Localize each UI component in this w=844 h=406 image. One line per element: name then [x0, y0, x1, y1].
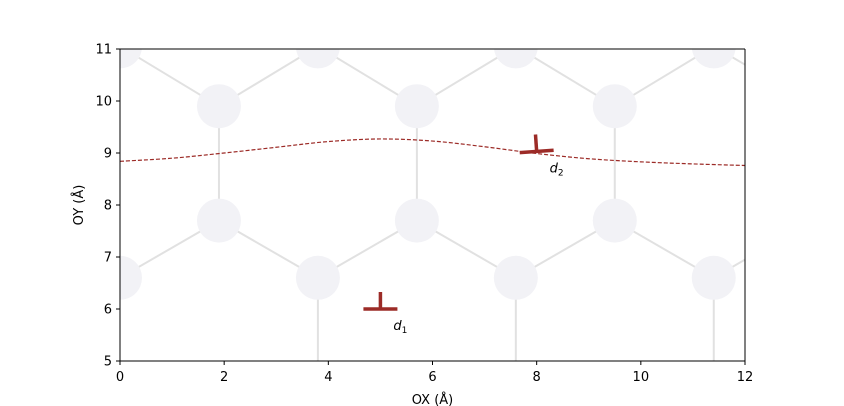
y-tick-label: 9 — [104, 147, 112, 162]
atom-point — [120, 49, 142, 69]
y-axis-label: OY (Å) — [71, 185, 87, 226]
atom-point — [394, 84, 439, 129]
glide-curve-line — [120, 138, 745, 167]
curve-layer — [120, 138, 745, 167]
atom-point — [691, 49, 736, 69]
x-tick-label: 12 — [737, 370, 754, 385]
y-tick-label: 5 — [104, 355, 112, 370]
x-tick-label: 0 — [116, 370, 124, 385]
atoms-layer — [120, 49, 736, 300]
y-tick-label: 10 — [95, 95, 112, 110]
atom-point — [592, 198, 637, 243]
y-tick-label: 8 — [104, 199, 112, 214]
dislocation-d1-marker — [363, 292, 398, 311]
x-tick-label: 6 — [428, 370, 436, 385]
dislocation-d2-marker — [519, 134, 554, 155]
x-axis-label: OX (Å) — [412, 392, 453, 406]
atom-point — [493, 255, 538, 300]
atom-point — [196, 198, 241, 243]
atom-point — [120, 255, 142, 300]
x-tick-label: 8 — [533, 370, 541, 385]
dislocation-d1-label: d1 — [393, 319, 407, 336]
x-tick-label: 2 — [220, 370, 228, 385]
y-tick-label: 7 — [104, 251, 112, 266]
ticks-layer: 0 2 4 6 8 10 12 5 6 7 8 9 10 11 — [95, 43, 753, 386]
atom-point — [394, 198, 439, 243]
x-tick-label: 10 — [633, 370, 650, 385]
atom-point — [592, 84, 637, 129]
atom-point — [493, 49, 538, 69]
dislocation-stem — [533, 134, 539, 152]
y-tick-label: 11 — [95, 43, 112, 58]
atom-point — [196, 84, 241, 129]
atom-point — [691, 255, 736, 300]
atom-point — [295, 255, 340, 300]
atom-point — [296, 49, 340, 69]
y-tick-label: 6 — [104, 303, 112, 318]
dislocation-d2-label: d2 — [550, 161, 564, 178]
x-tick-label: 4 — [324, 370, 332, 385]
